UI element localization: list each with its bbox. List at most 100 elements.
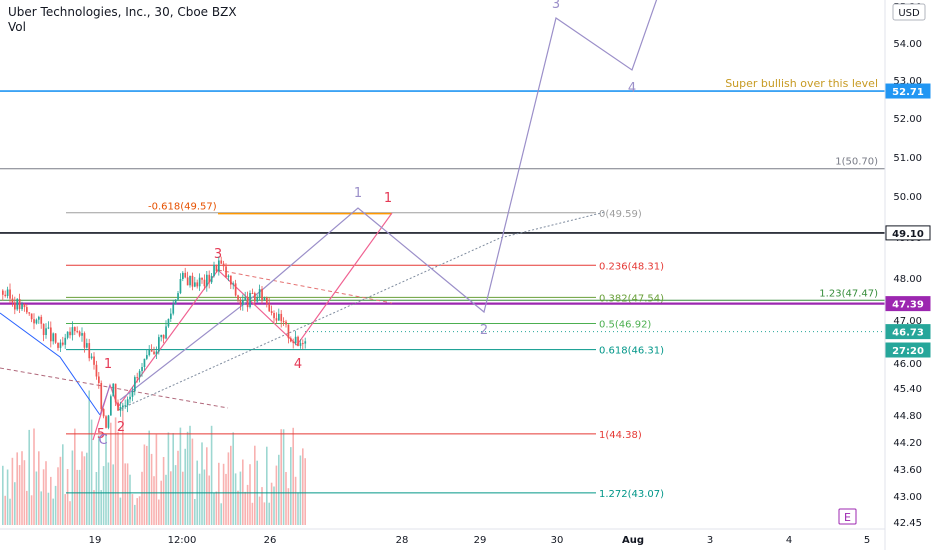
candle-body bbox=[33, 319, 35, 324]
fib-level-label: 1(44.38) bbox=[599, 430, 642, 441]
candle-body bbox=[9, 289, 11, 299]
candle-body bbox=[42, 323, 45, 335]
wave-label: 2 bbox=[117, 420, 125, 435]
volume-bar bbox=[208, 475, 210, 525]
volume-label: Vol bbox=[8, 20, 26, 34]
fib-level-label: 0.236(48.31) bbox=[599, 261, 664, 272]
candle-body bbox=[86, 343, 88, 348]
fib-level-label: 1.272(43.07) bbox=[599, 489, 664, 500]
price-tick: 51.00 bbox=[893, 153, 922, 164]
candle bbox=[170, 308, 172, 322]
volume-bar bbox=[71, 450, 74, 525]
volume-bar bbox=[254, 445, 256, 525]
candle-body bbox=[213, 264, 215, 277]
candle bbox=[206, 271, 208, 292]
volume-bar bbox=[105, 433, 107, 525]
volume-bar bbox=[258, 496, 261, 525]
candle-body bbox=[302, 343, 304, 345]
candle bbox=[258, 284, 261, 300]
candle bbox=[239, 297, 242, 311]
volume-bar bbox=[251, 502, 254, 525]
candle bbox=[38, 315, 40, 324]
price-tick: 42.45 bbox=[893, 518, 922, 529]
volume-bar bbox=[64, 494, 66, 525]
time-tick: 29 bbox=[474, 535, 487, 546]
candle-body bbox=[167, 318, 170, 327]
volume-bar bbox=[119, 497, 122, 525]
price-axis[interactable]: 55.2054.0053.0052.0051.0050.0049.0048.00… bbox=[884, 0, 932, 550]
candle-body bbox=[131, 391, 134, 397]
candle bbox=[220, 256, 223, 264]
candle bbox=[21, 301, 23, 311]
candle bbox=[95, 360, 98, 380]
price-tick: 43.00 bbox=[893, 492, 922, 503]
candle bbox=[136, 372, 139, 383]
candle-body bbox=[88, 343, 91, 359]
volume-bar bbox=[95, 472, 98, 525]
volume-bar bbox=[52, 498, 54, 525]
candle-body bbox=[278, 313, 280, 321]
candle bbox=[201, 277, 203, 284]
volume-bar bbox=[206, 447, 208, 525]
candle-body bbox=[112, 383, 115, 397]
volume-bar bbox=[98, 435, 100, 525]
candle bbox=[294, 330, 297, 346]
candle bbox=[146, 349, 148, 361]
volume-bar bbox=[4, 495, 6, 525]
candle bbox=[162, 334, 165, 344]
volume-bar bbox=[146, 445, 148, 525]
price-badge-label: 47.39 bbox=[892, 300, 924, 311]
candle-body bbox=[242, 300, 244, 305]
candle-body bbox=[136, 377, 139, 379]
volume-bar bbox=[297, 492, 299, 525]
volume-bar bbox=[210, 425, 213, 525]
candle-body bbox=[186, 277, 189, 286]
candle-body bbox=[237, 295, 239, 300]
volume-bar bbox=[158, 499, 160, 525]
candle bbox=[194, 277, 196, 288]
candle bbox=[256, 294, 259, 303]
candle bbox=[26, 303, 28, 315]
candle bbox=[172, 299, 175, 316]
extension-level-label: 1(50.70) bbox=[835, 157, 878, 168]
candle-body bbox=[81, 333, 83, 336]
volume-bar bbox=[292, 427, 294, 525]
candle-body bbox=[114, 383, 117, 403]
candle bbox=[30, 313, 33, 323]
candle-body bbox=[35, 319, 38, 324]
volume-bar bbox=[93, 490, 95, 525]
candle bbox=[246, 291, 249, 312]
volume-bar bbox=[155, 434, 158, 525]
candle-body bbox=[126, 399, 129, 406]
dotted-trend-line bbox=[117, 211, 606, 411]
candle bbox=[45, 323, 47, 339]
wave-label: 5 bbox=[97, 427, 105, 442]
candle bbox=[98, 372, 100, 389]
candle-body bbox=[28, 312, 31, 314]
volume-bar bbox=[242, 459, 244, 525]
volume-bar bbox=[40, 491, 42, 525]
candle bbox=[266, 296, 268, 308]
candle-body bbox=[196, 282, 199, 287]
level-labels: Super bullish over this level 0(49.59) 0.2… bbox=[148, 77, 878, 500]
candle-body bbox=[287, 324, 290, 339]
price-badge-box bbox=[885, 324, 931, 340]
candle-body bbox=[6, 289, 9, 296]
candle bbox=[81, 327, 83, 342]
candle bbox=[62, 336, 64, 347]
candle-body bbox=[148, 349, 151, 356]
candle-body bbox=[282, 321, 285, 323]
price-badge-label: 52.71 bbox=[892, 87, 924, 98]
candle-body bbox=[162, 334, 165, 339]
candle-body bbox=[304, 341, 307, 344]
volume-bar bbox=[222, 463, 225, 525]
candle bbox=[196, 279, 199, 289]
wave-label: 1 bbox=[384, 191, 392, 206]
candle-body bbox=[285, 321, 287, 325]
candle-body bbox=[273, 313, 275, 319]
candle-body bbox=[182, 272, 184, 279]
candle-body bbox=[170, 313, 172, 319]
candle-body bbox=[275, 318, 278, 321]
